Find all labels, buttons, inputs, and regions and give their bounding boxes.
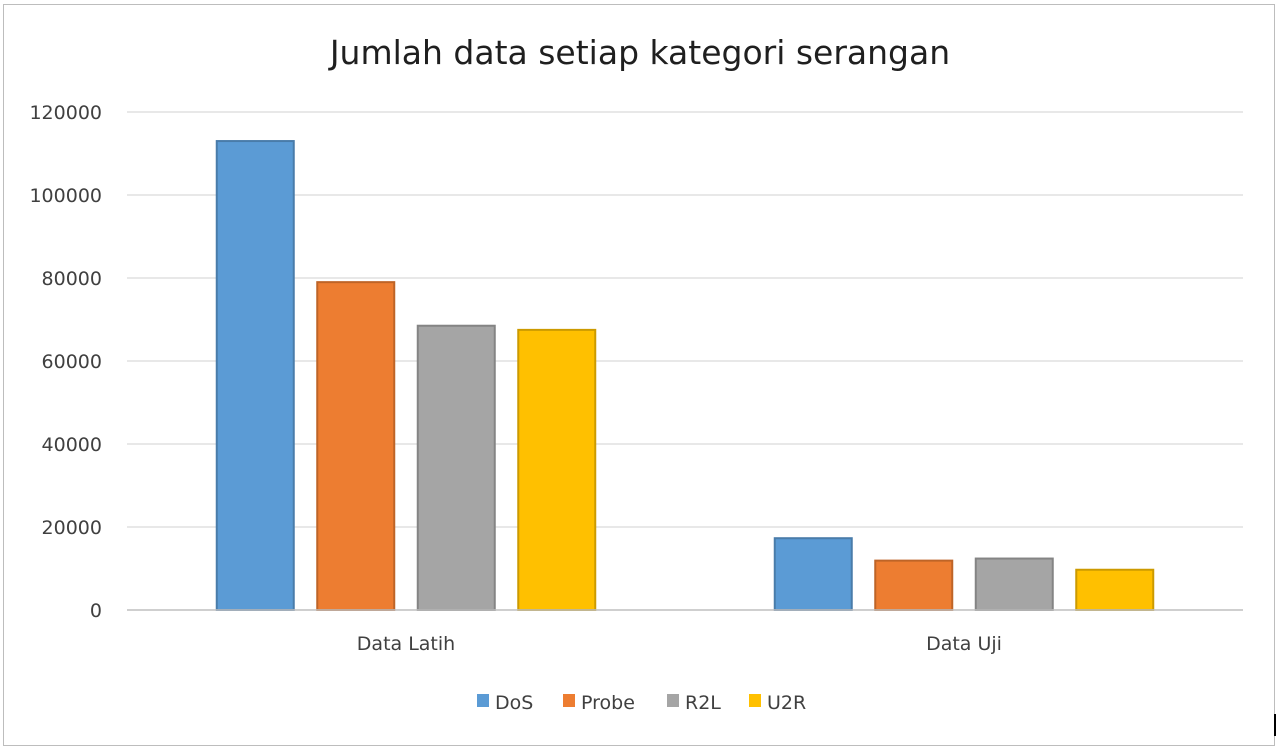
bar-u2r-0 (517, 328, 597, 611)
legend-swatch-probe (563, 694, 575, 707)
y-tick-label: 20000 (42, 517, 102, 539)
category-labels: Data Latih Data Uji (357, 633, 1002, 655)
bar-dos-1 (773, 537, 853, 612)
y-tick-label: 100000 (29, 185, 102, 207)
chart-title: Jumlah data setiap kategori serangan (328, 33, 950, 72)
x-category-label: Data Latih (357, 633, 455, 655)
bar-r2l-1 (974, 557, 1054, 611)
bar-probe-1 (874, 559, 954, 611)
legend: DoS Probe R2L U2R (477, 692, 806, 714)
grid-lines (127, 111, 1243, 528)
y-axis-ticks: 0 20000 40000 60000 80000 100000 120000 (29, 102, 102, 622)
y-tick-label: 120000 (29, 102, 102, 124)
chart-frame (3, 4, 1275, 746)
bar-u2r-1 (1075, 568, 1155, 611)
bar-dos-0 (215, 140, 295, 612)
y-tick-label: 80000 (42, 268, 102, 290)
legend-label-r2l: R2L (685, 692, 721, 714)
y-tick-label: 60000 (42, 351, 102, 373)
y-tick-label: 40000 (42, 434, 102, 456)
bar-probe-0 (316, 281, 396, 611)
legend-label-probe: Probe (581, 692, 635, 714)
legend-swatch-u2r (749, 694, 761, 707)
legend-label-u2r: U2R (767, 692, 806, 714)
y-tick-label: 0 (90, 600, 102, 622)
legend-swatch-dos (477, 694, 489, 707)
text-cursor (1274, 714, 1276, 736)
legend-label-dos: DoS (495, 692, 533, 714)
x-category-label: Data Uji (926, 633, 1002, 655)
bar-r2l-0 (416, 324, 496, 611)
legend-swatch-r2l (667, 694, 679, 707)
bars (215, 140, 1155, 612)
